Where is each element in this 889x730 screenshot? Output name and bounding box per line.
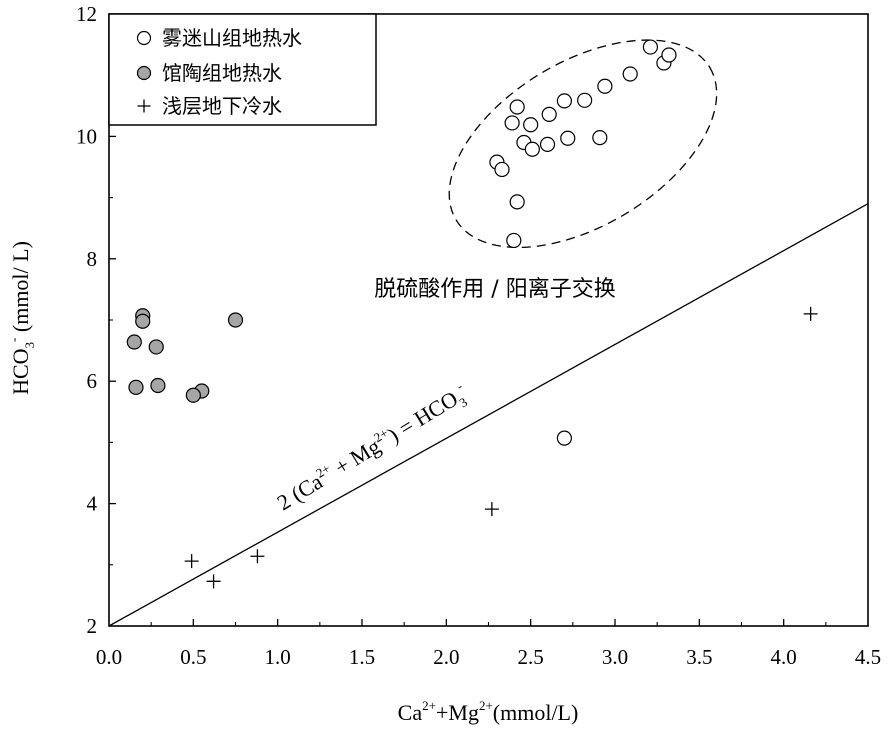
series-2-point-3 xyxy=(135,313,151,329)
cluster-ellipse xyxy=(448,39,718,249)
x-tick-label-9: 4.0 xyxy=(771,645,797,669)
y-tick-label-2: 4 xyxy=(87,492,98,516)
annotation-text: 脱硫酸作用 / 阳离子交换 xyxy=(374,277,615,302)
legend-label-series-2: 馆陶组地热水 xyxy=(162,61,282,85)
x-title-end: (mmol/L) xyxy=(493,700,579,725)
series-1-point-6 xyxy=(509,99,525,115)
y-title-end: (mmol/ L) xyxy=(8,241,33,338)
x-title-mid: +Mg xyxy=(436,700,479,725)
legend: 雾迷山组地热水 馆陶组地热水 浅层地下冷水 xyxy=(108,13,377,126)
series-3-point-2 xyxy=(206,574,221,589)
x-tick-label-1: 0.0 xyxy=(96,645,122,669)
x-tick-label-2: 0.5 xyxy=(180,645,206,669)
series-3-point-1 xyxy=(184,554,199,569)
series-1-point-5 xyxy=(504,115,520,131)
legend-label-series-3: 浅层地下冷水 xyxy=(162,94,282,118)
x-tick-label-10: 4.5 xyxy=(855,645,881,669)
x-tick-label-3: 1.0 xyxy=(265,645,291,669)
reference-line-layer xyxy=(108,203,869,627)
y-tick-label-5: 10 xyxy=(76,124,97,148)
series-1-point-2 xyxy=(509,194,525,210)
x-axis-title: Ca2++Mg2+(mmol/L) xyxy=(398,698,579,725)
series-1-point-17 xyxy=(622,66,638,82)
reference-line xyxy=(108,203,869,627)
axes-layer: 0.0 0.5 1.0 1.5 2.0 2.5 3.0 3.5 4.0 4.5 2 4 6 8 10 12 xyxy=(76,2,881,669)
y-title-base: HCO xyxy=(8,348,33,394)
reference-line-label: 2 (Ca2+ + Mg2+) = HCO3- xyxy=(272,378,474,518)
x-title-sup2: 2+ xyxy=(479,698,493,713)
series-1-point-14 xyxy=(577,92,593,108)
series-1-point-8 xyxy=(523,117,539,133)
x-title-base: Ca xyxy=(398,700,423,725)
series-1-point-1 xyxy=(506,232,522,249)
legend-plus-marker xyxy=(137,99,151,113)
series-1-point-15 xyxy=(592,130,608,146)
y-tick-label-1: 2 xyxy=(87,614,98,638)
x-tick-label-5: 2.0 xyxy=(433,645,459,669)
series-1-point-4 xyxy=(494,161,510,178)
ref-label-sup2: 2+ xyxy=(371,425,391,445)
legend-label-series-1: 雾迷山组地热水 xyxy=(162,26,302,50)
y-title-sub: 3 xyxy=(22,342,37,349)
series-1-point-16 xyxy=(597,78,613,94)
series-2-point-5 xyxy=(227,312,244,328)
ref-label-sup1: 2+ xyxy=(313,461,333,481)
series-2-point-9 xyxy=(185,387,201,403)
series-1-point-11 xyxy=(541,106,557,122)
legend-filled-circle-marker xyxy=(136,65,152,81)
y-tick-label-3: 6 xyxy=(87,369,98,393)
ref-label-post: ) = HCO xyxy=(383,386,462,448)
x-tick-label-4: 1.5 xyxy=(349,645,375,669)
series-1-point-21 xyxy=(556,430,573,446)
series-1-point-9 xyxy=(524,141,540,157)
ellipse-layer xyxy=(448,39,718,249)
series-2-point-1 xyxy=(126,334,142,350)
series-1-point-18 xyxy=(642,39,659,55)
x-tick-label-7: 3.0 xyxy=(602,645,628,669)
x-tick-label-8: 3.5 xyxy=(686,645,712,669)
legend-open-circle-marker xyxy=(136,30,152,46)
x-title-sup1: 2+ xyxy=(422,698,436,713)
series-1-point-13 xyxy=(560,130,576,146)
series-1-point-12 xyxy=(556,93,573,109)
series-2-point-6 xyxy=(128,379,144,395)
series-3-point-3 xyxy=(250,549,265,564)
y-axis-title: HCO3- (mmol/ L) xyxy=(6,241,37,395)
y-tick-label-6: 12 xyxy=(76,2,97,26)
data-points-layer xyxy=(126,39,818,589)
series-3-point-4 xyxy=(484,502,499,517)
series-1-point-10 xyxy=(539,136,556,152)
ref-label-sup3: - xyxy=(454,378,466,393)
series-2-point-7 xyxy=(150,377,166,394)
y-tick-label-4: 8 xyxy=(87,247,98,271)
y-title-sup: - xyxy=(6,338,21,342)
series-2-point-4 xyxy=(148,339,164,355)
x-tick-label-6: 2.5 xyxy=(518,645,544,669)
series-1-point-20 xyxy=(661,47,677,63)
legend-box xyxy=(108,13,377,126)
series-3-point-5 xyxy=(803,306,818,321)
